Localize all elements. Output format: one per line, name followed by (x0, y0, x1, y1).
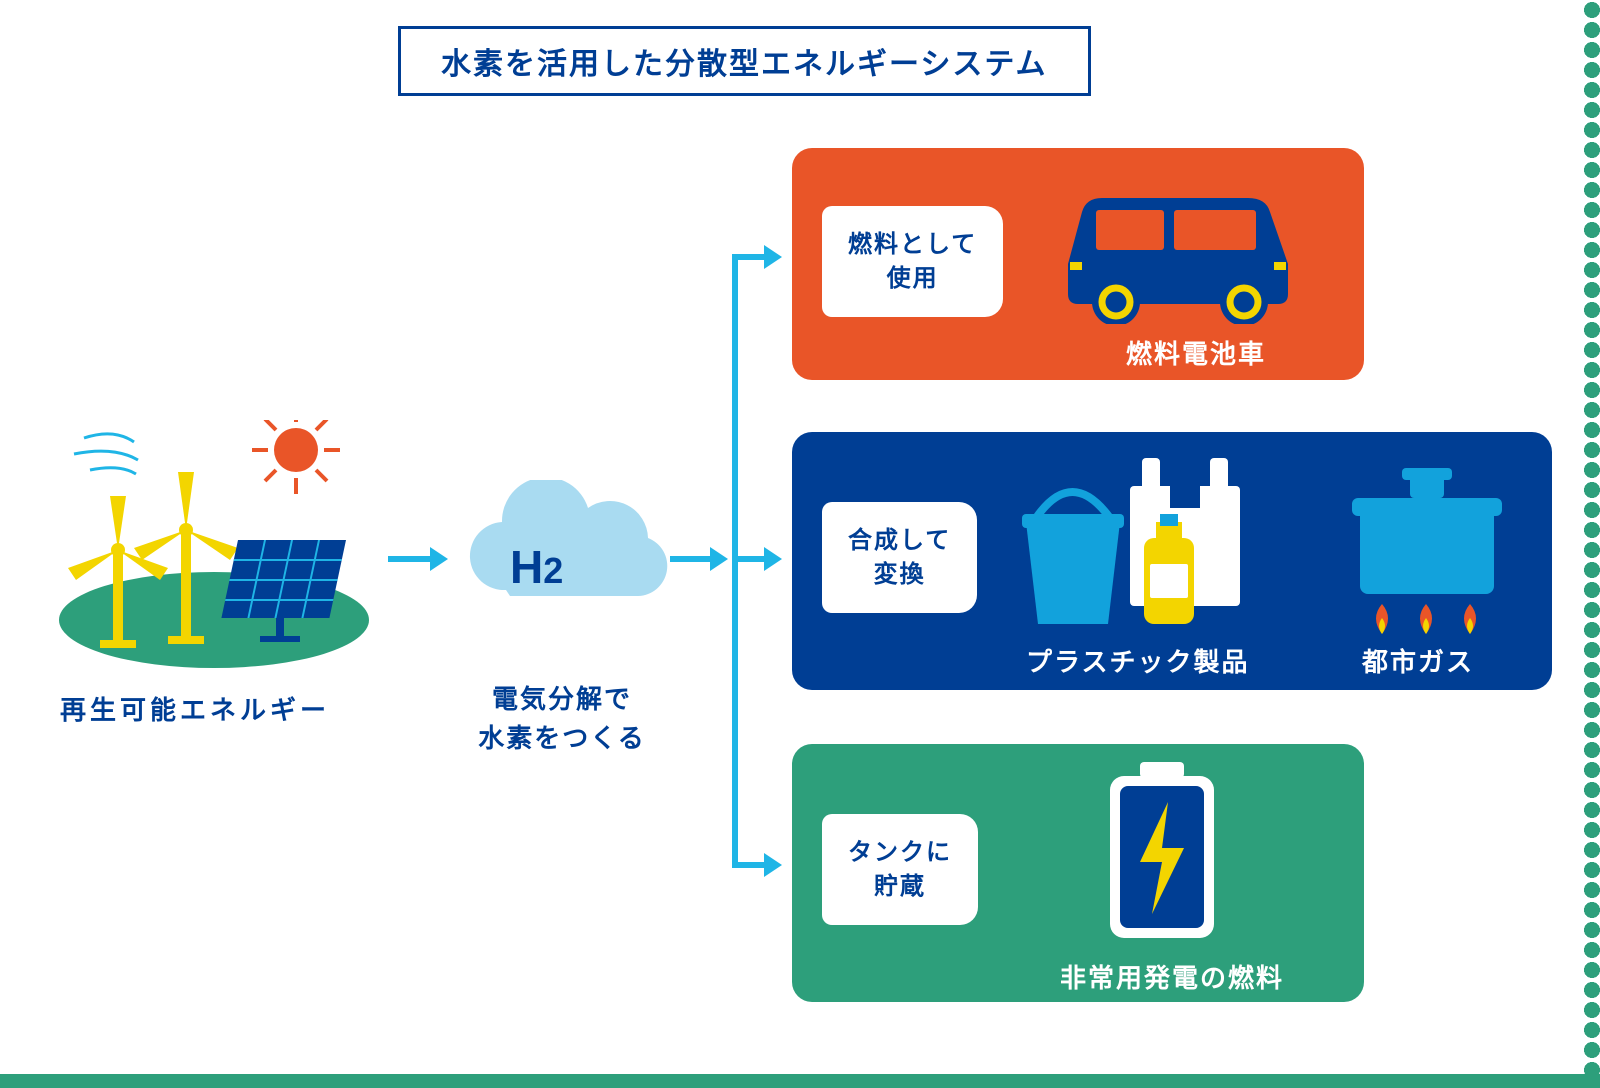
city-gas-icon (1332, 448, 1522, 638)
gas-caption: 都市ガス (1362, 642, 1474, 679)
battery-icon (1092, 758, 1232, 948)
plastic-products-icon (1012, 448, 1272, 638)
car-caption: 燃料電池車 (1126, 334, 1266, 371)
arrow-to-fuel (732, 254, 764, 260)
card-fuel-label: 燃料として使用 (822, 206, 1003, 317)
bottom-decorative-border (0, 1074, 1600, 1088)
card-convert: 合成して変換 プラスチック製 (792, 432, 1552, 690)
renewable-label: 再生可能エネルギー (60, 690, 330, 727)
hydrogen-cloud-icon (456, 480, 676, 630)
diagram-title: 水素を活用した分散型エネルギーシステム (398, 26, 1091, 96)
renewable-energy-icon (54, 420, 374, 680)
arrow-to-hydrogen (388, 556, 430, 562)
card-store-label: タンクに貯蔵 (822, 814, 978, 925)
arrow-to-store (732, 862, 764, 868)
card-fuel: 燃料として使用 燃料電池車 (792, 148, 1364, 380)
card-store: タンクに貯蔵 非常用発電の燃料 (792, 744, 1364, 1002)
arrow-from-hydrogen (670, 556, 710, 562)
battery-caption: 非常用発電の燃料 (1060, 958, 1284, 995)
hydrogen-caption: 電気分解で水素をつくる (462, 680, 662, 758)
right-decorative-border (1584, 0, 1600, 1088)
arrow-to-convert (732, 556, 764, 562)
card-convert-label: 合成して変換 (822, 502, 977, 613)
plastic-caption: プラスチック製品 (1026, 642, 1249, 679)
diagram-canvas: 水素を活用した分散型エネルギーシステム (0, 0, 1600, 1088)
car-icon (1048, 164, 1308, 324)
hydrogen-symbol: H2 (510, 540, 563, 594)
